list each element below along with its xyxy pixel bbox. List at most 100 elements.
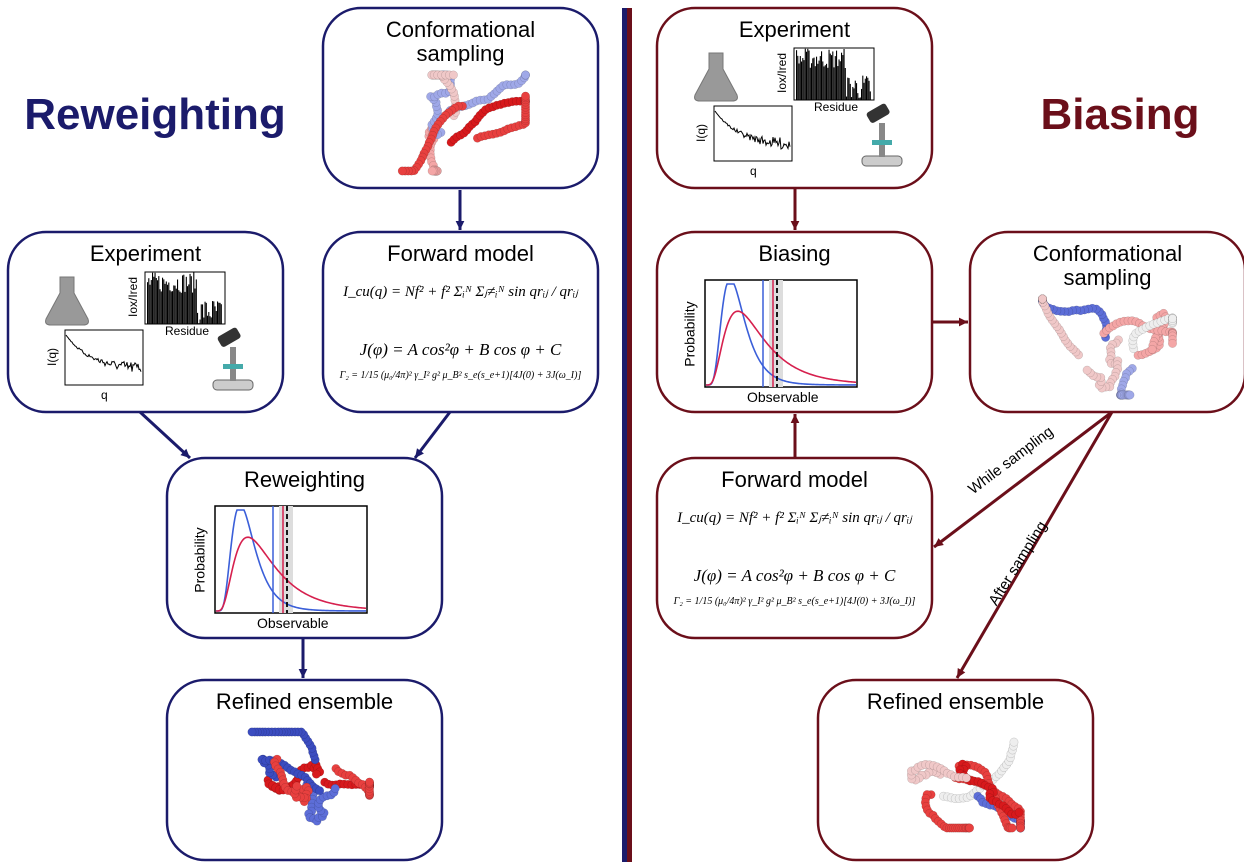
- arrow: [138, 410, 192, 460]
- bar-glyph: [174, 285, 176, 324]
- panel-title: Biasing: [1040, 90, 1200, 139]
- bar-glyph: [169, 290, 171, 324]
- curve-glyph: [216, 509, 367, 612]
- plot-frame: [713, 105, 793, 162]
- bar-glyph: [177, 279, 179, 324]
- band-glyph: [769, 280, 783, 387]
- bead: [521, 70, 530, 80]
- bar-glyph: [841, 52, 843, 100]
- bar-glyph: [212, 301, 214, 324]
- bar-glyph: [869, 91, 871, 100]
- bar-glyph: [172, 291, 174, 324]
- arrow-head: [790, 414, 800, 424]
- equation: Γ₂ = 1/15 (μ₀/4π)² γ_I² g² μ_B² s_e(s_e+…: [673, 596, 916, 607]
- bar-glyph: [856, 83, 858, 100]
- bar-glyph: [798, 63, 800, 100]
- arrow: [955, 411, 1114, 679]
- bar-glyph: [200, 304, 202, 324]
- bar-glyph: [158, 276, 160, 324]
- plot-frame: [64, 329, 144, 386]
- bar-glyph: [863, 82, 865, 100]
- bar-glyph: [831, 55, 833, 100]
- bar-glyph: [208, 312, 210, 324]
- bar-glyph: [822, 61, 824, 100]
- bar-glyph: [799, 56, 801, 100]
- bar-glyph: [809, 67, 811, 100]
- bead: [1168, 339, 1177, 348]
- bar-glyph: [849, 83, 851, 100]
- bar-glyph: [153, 276, 155, 324]
- bar-glyph: [837, 66, 839, 100]
- axis-label: Iox/Ired: [126, 276, 141, 318]
- bead: [1168, 314, 1177, 324]
- bead: [311, 769, 321, 779]
- axis-label: I(q): [45, 348, 59, 366]
- bar-glyph: [859, 97, 861, 100]
- saxs-curve: [65, 334, 142, 372]
- bar-glyph: [163, 279, 165, 324]
- bar-glyph: [868, 80, 870, 100]
- microscope-icon: [861, 155, 903, 167]
- node-label: Experiment: [738, 17, 851, 42]
- bar-glyph: [209, 316, 211, 324]
- microscope-icon: [212, 379, 254, 391]
- bar-glyph: [195, 279, 197, 324]
- bead: [292, 781, 302, 791]
- axis-label: q: [101, 388, 108, 402]
- curve-glyph: [706, 283, 857, 386]
- arrow: [413, 411, 452, 459]
- bead: [1014, 807, 1024, 817]
- flask-icon: [694, 52, 738, 102]
- equation: Γ₂ = 1/15 (μ₀/4π)² γ_I² g² μ_B² s_e(s_e+…: [339, 370, 582, 381]
- bar-glyph: [864, 78, 866, 100]
- bar-glyph: [213, 301, 215, 324]
- bar-glyph: [834, 56, 836, 100]
- arrow-head: [790, 220, 800, 230]
- bar-glyph: [823, 66, 825, 100]
- arrow-head: [934, 538, 944, 547]
- bar-glyph: [867, 77, 869, 100]
- axis-label: Residue: [814, 100, 859, 114]
- axis-label: Observable: [747, 389, 819, 405]
- bead: [961, 773, 971, 783]
- bar-glyph: [829, 53, 831, 100]
- microscope-icon: [872, 140, 892, 145]
- node-label: Forward model: [387, 241, 534, 266]
- arrow: [933, 410, 1113, 549]
- bar-glyph: [847, 77, 849, 100]
- flask-icon: [45, 276, 89, 326]
- axis-label: Observable: [257, 615, 329, 631]
- bar-glyph: [796, 50, 798, 100]
- bar-glyph: [162, 277, 164, 324]
- bead: [315, 786, 325, 796]
- bar-glyph: [164, 283, 166, 324]
- axis-label: I(q): [694, 124, 708, 142]
- arrow-head: [455, 220, 465, 230]
- node-box: [321, 230, 600, 414]
- node-box: [655, 456, 934, 640]
- axis-label: Probability: [191, 527, 208, 593]
- node-label: Reweighting: [243, 467, 366, 492]
- node-box: [655, 230, 934, 414]
- bar-glyph: [853, 88, 855, 100]
- bar-glyph: [839, 61, 841, 100]
- bead: [247, 727, 257, 737]
- bar-glyph: [184, 291, 186, 324]
- equation: J(φ) = A cos²φ + B cos φ + C: [359, 340, 562, 359]
- bar-glyph: [194, 288, 196, 324]
- bead: [1082, 365, 1092, 375]
- bar-glyph: [192, 292, 194, 324]
- arrow-head: [957, 668, 966, 678]
- bar-glyph: [215, 311, 217, 324]
- curve-glyph: [705, 310, 857, 386]
- bar-glyph: [210, 317, 212, 324]
- bar-glyph: [816, 56, 818, 100]
- bar-glyph: [175, 288, 177, 324]
- bar-glyph: [148, 278, 150, 324]
- node-label: Forward model: [721, 467, 868, 492]
- bar-glyph: [838, 59, 840, 100]
- bar-glyph: [197, 312, 199, 324]
- bar-glyph: [170, 291, 172, 324]
- bar-glyph: [165, 281, 167, 324]
